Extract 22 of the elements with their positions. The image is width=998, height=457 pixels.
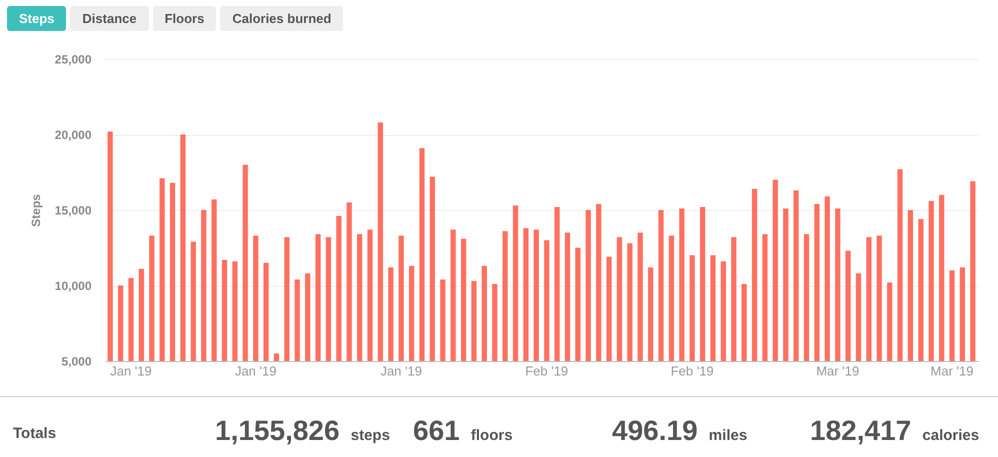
- text: Calories burned: [220, 6, 344, 31]
- text: Distance: [70, 6, 149, 31]
- x-tick-label: Mar '19: [930, 364, 974, 378]
- text: 661 floors: [413, 415, 513, 446]
- x-tick-label: Jan '19: [110, 364, 152, 378]
- text: Totals: [13, 425, 56, 442]
- x-tick-label: Feb '19: [525, 364, 568, 378]
- text: 496.19 miles: [612, 415, 748, 446]
- text: 182,417 calories: [810, 415, 980, 446]
- y-tick-label: 20,000: [54, 128, 92, 142]
- y-tick-label: 25,000: [54, 52, 92, 66]
- text: Floors: [152, 6, 216, 31]
- x-tick-label: Feb '19: [670, 364, 714, 378]
- y-tick-label: 5,000: [61, 354, 92, 368]
- y-tick-label: 10,000: [54, 279, 92, 293]
- y-tick-label: 15,000: [54, 204, 92, 218]
- y-axis-title: Steps: [28, 194, 43, 227]
- x-tick-label: Jan '19: [380, 364, 422, 378]
- x-tick-label: Mar '19: [816, 364, 860, 378]
- text: Steps: [7, 6, 66, 31]
- text: 1,155,826 steps: [215, 415, 390, 446]
- x-tick-label: Jan '19: [234, 364, 276, 378]
